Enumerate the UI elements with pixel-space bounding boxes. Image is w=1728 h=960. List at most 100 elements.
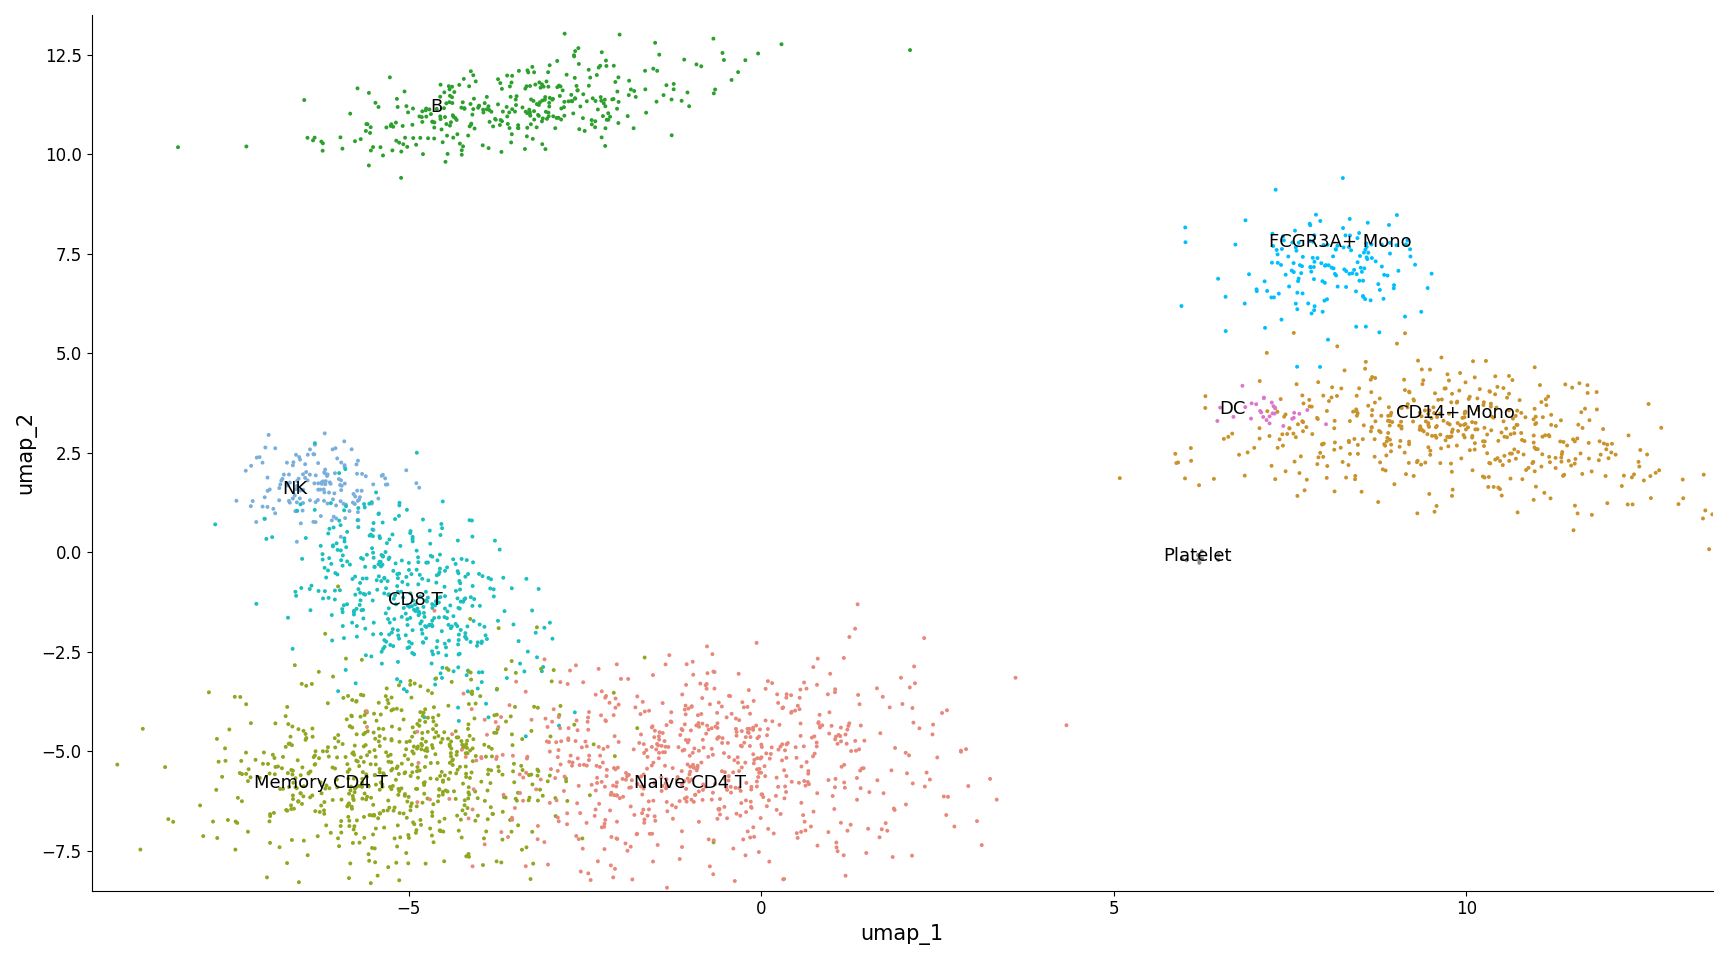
Point <box>437 749 465 764</box>
Point <box>370 571 397 587</box>
Point <box>285 794 313 809</box>
Point <box>1427 427 1455 443</box>
Point <box>429 660 456 676</box>
Point <box>646 47 674 62</box>
Point <box>449 71 477 86</box>
Point <box>372 745 399 760</box>
Point <box>475 114 503 130</box>
Point <box>607 790 634 805</box>
Point <box>1355 245 1382 260</box>
Point <box>752 681 779 696</box>
Point <box>439 130 467 145</box>
Point <box>365 99 392 114</box>
Point <box>1427 455 1455 470</box>
Point <box>1280 325 1308 341</box>
Point <box>582 67 610 83</box>
Point <box>1464 391 1491 406</box>
Point <box>366 139 394 155</box>
Point <box>638 757 665 773</box>
Point <box>1433 433 1460 448</box>
Text: B: B <box>430 98 442 115</box>
Point <box>615 87 643 103</box>
Point <box>1377 405 1405 420</box>
Point <box>458 598 486 613</box>
Point <box>828 759 855 775</box>
Point <box>449 594 477 610</box>
Point <box>325 728 353 743</box>
Point <box>636 802 664 817</box>
Point <box>397 796 425 811</box>
Point <box>325 513 353 528</box>
Point <box>306 751 334 766</box>
Point <box>591 99 619 114</box>
Point <box>309 135 337 151</box>
Point <box>1493 390 1521 405</box>
Point <box>1296 218 1324 233</box>
Point <box>410 512 437 527</box>
Point <box>1481 369 1509 384</box>
Point <box>1258 290 1286 305</box>
Point <box>624 688 651 704</box>
Point <box>448 829 475 845</box>
Point <box>430 610 458 625</box>
Point <box>420 730 448 745</box>
Point <box>1507 405 1534 420</box>
Point <box>1614 496 1642 512</box>
Point <box>627 779 655 794</box>
Point <box>314 739 342 755</box>
Point <box>415 573 442 588</box>
Point <box>327 517 354 533</box>
Point <box>287 496 314 512</box>
Point <box>793 775 821 790</box>
Point <box>1305 411 1332 426</box>
Point <box>1502 408 1529 423</box>
Point <box>1274 426 1301 442</box>
Point <box>632 761 660 777</box>
Point <box>358 807 385 823</box>
Point <box>353 748 380 763</box>
Point <box>358 494 385 510</box>
Point <box>708 45 736 60</box>
Point <box>631 745 658 760</box>
Point <box>1375 399 1403 415</box>
Point <box>565 40 593 56</box>
Point <box>335 818 363 833</box>
Point <box>287 581 314 596</box>
Point <box>771 779 798 794</box>
Point <box>536 99 563 114</box>
Point <box>755 793 783 808</box>
Point <box>280 455 308 470</box>
Point <box>339 708 366 724</box>
Point <box>845 742 873 757</box>
Point <box>397 586 425 601</box>
Point <box>1173 553 1201 568</box>
Point <box>264 758 292 774</box>
Point <box>1510 446 1538 462</box>
Point <box>1310 449 1337 465</box>
Point <box>541 121 569 136</box>
Point <box>380 702 408 717</box>
Point <box>1367 424 1394 440</box>
Point <box>864 773 892 788</box>
Point <box>297 676 325 691</box>
Point <box>1303 456 1331 471</box>
Point <box>321 591 349 607</box>
Point <box>266 492 294 508</box>
Point <box>489 747 517 762</box>
Point <box>1289 423 1317 439</box>
Point <box>555 720 582 735</box>
Point <box>454 811 482 827</box>
Point <box>1249 390 1277 405</box>
Point <box>641 36 669 51</box>
Point <box>1420 504 1448 519</box>
Point <box>1332 279 1360 295</box>
Point <box>439 757 467 773</box>
Point <box>356 125 384 140</box>
Point <box>392 606 420 621</box>
Point <box>862 681 890 696</box>
Point <box>532 733 560 749</box>
Point <box>1298 264 1325 279</box>
Point <box>1510 433 1538 448</box>
Point <box>385 873 413 888</box>
Point <box>325 466 353 481</box>
